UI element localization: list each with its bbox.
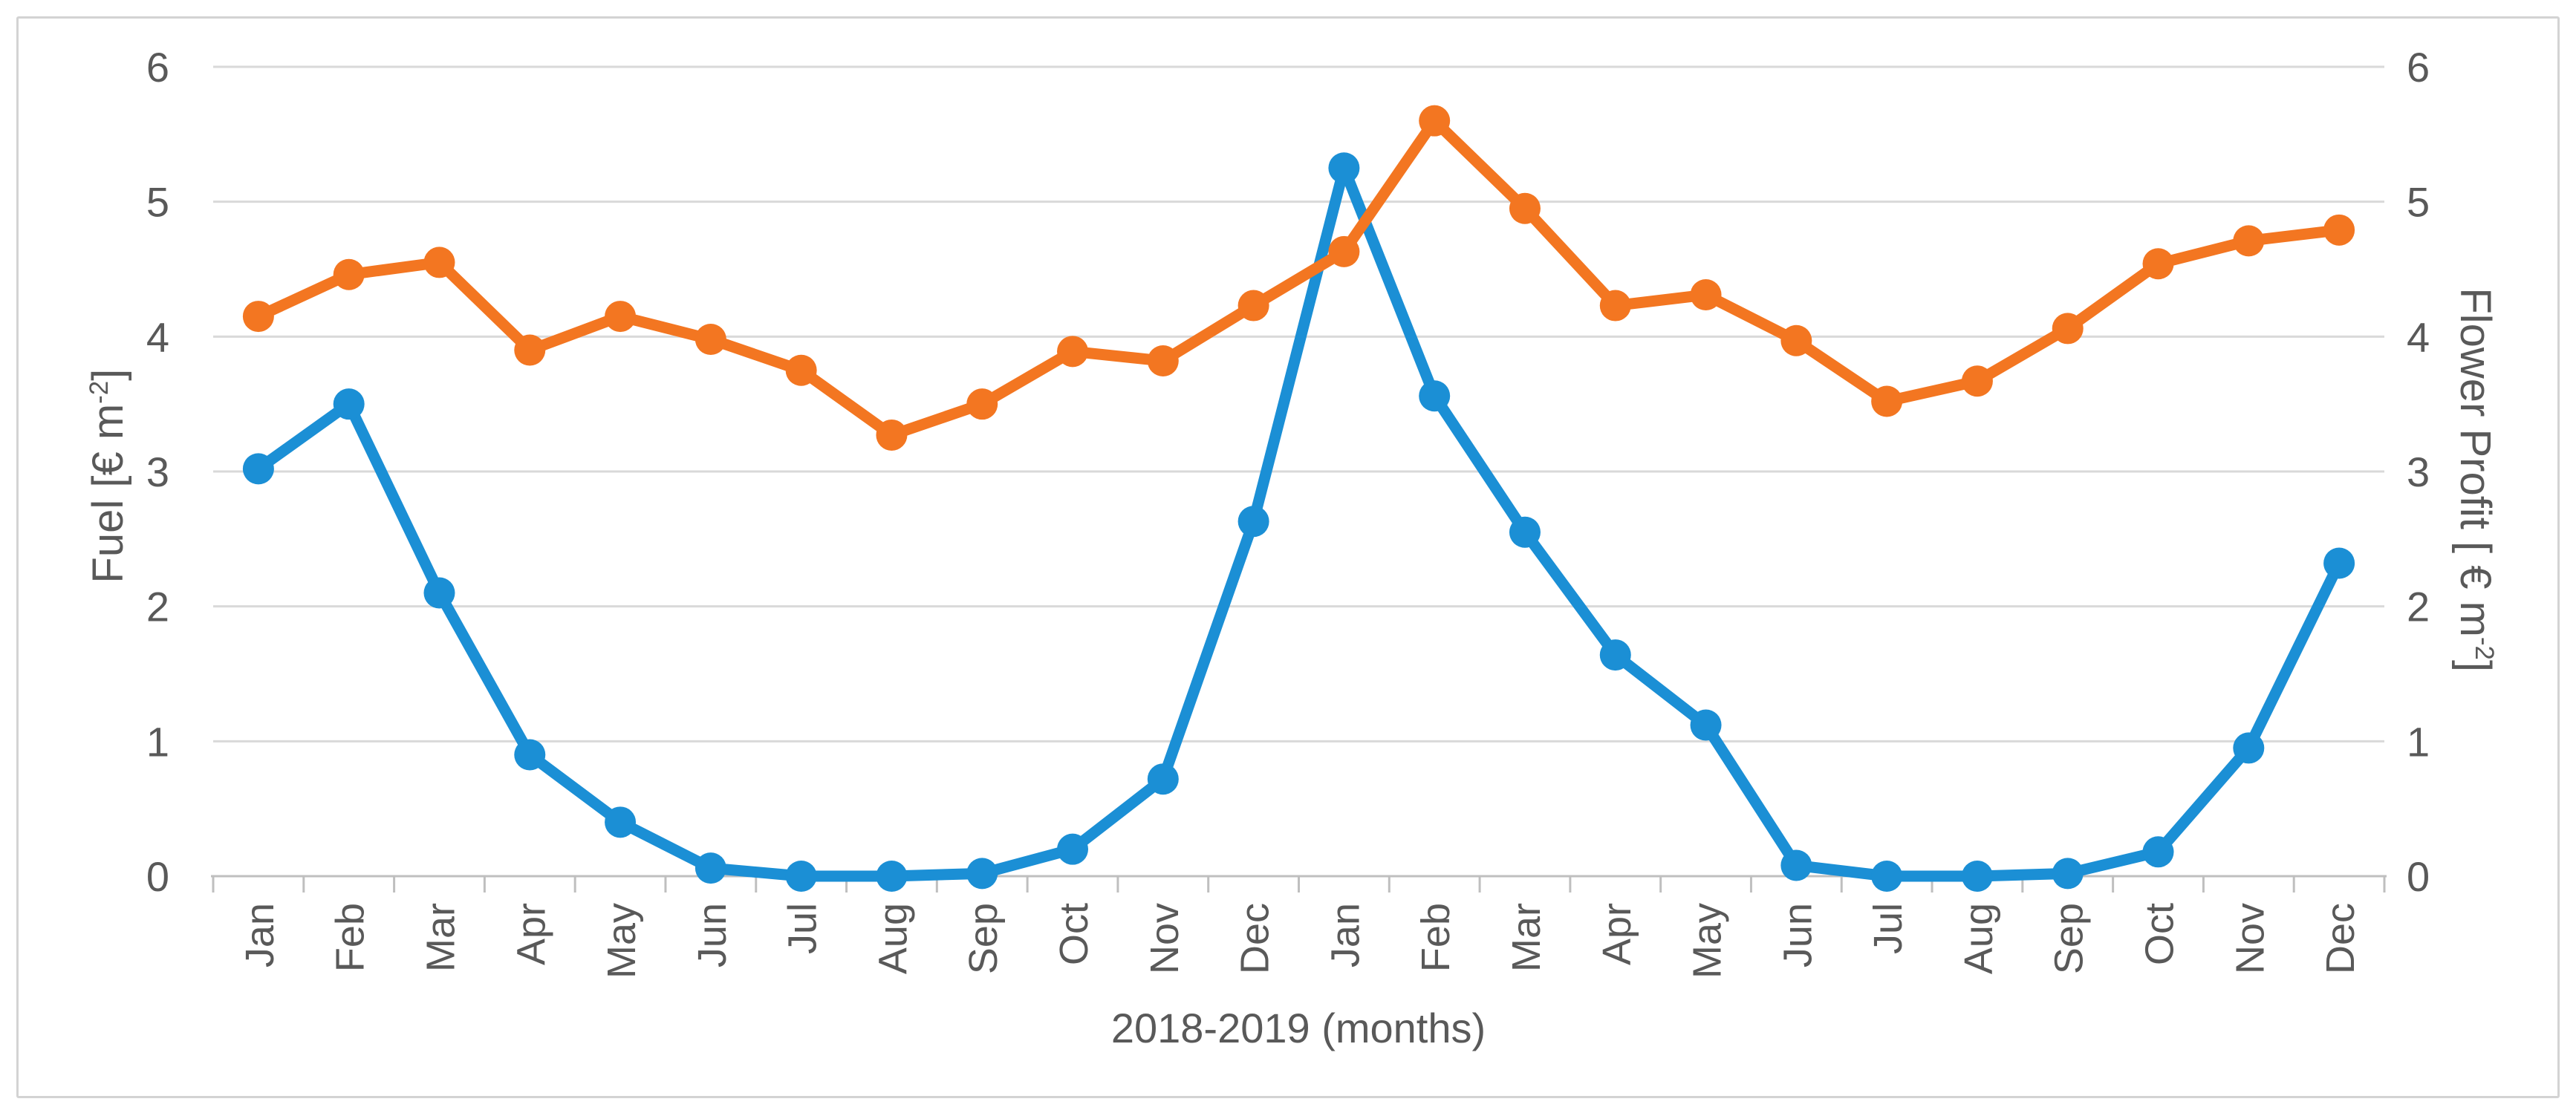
series-fuel-marker: [514, 739, 546, 771]
month-label: May: [1685, 903, 1730, 979]
month-label: Oct: [1052, 903, 1096, 965]
figure-frame: [16, 16, 2560, 1098]
series-flower-profit-marker: [2323, 214, 2355, 246]
series-flower-profit-marker: [1147, 345, 1179, 377]
right-axis-title-text: Flower Profit [ € m: [2450, 287, 2499, 637]
left-axis-title-sup: -2: [84, 380, 114, 404]
x-axis-title: 2018-2019 (months): [1110, 1005, 1486, 1051]
right-tick-label: 2: [2407, 584, 2430, 630]
series-flower-profit-marker: [1599, 290, 1631, 322]
series-fuel-marker: [695, 852, 726, 884]
series-fuel-marker: [966, 858, 998, 890]
series-fuel-marker: [423, 577, 455, 609]
series-fuel-marker: [1690, 709, 1722, 741]
month-label: Jun: [690, 903, 735, 967]
series-fuel-marker: [1419, 380, 1451, 412]
left-tick-label: 5: [146, 179, 169, 226]
series-fuel-marker: [1147, 763, 1179, 795]
left-tick-label: 6: [146, 44, 169, 91]
month-label: Mar: [418, 903, 463, 972]
series-flower-profit-marker: [1419, 105, 1451, 137]
series-fuel-marker: [605, 806, 637, 838]
right-tick-label: 3: [2407, 448, 2430, 495]
month-label: Apr: [509, 903, 553, 965]
month-label: Jan: [238, 903, 282, 967]
series-flower-profit-marker: [2052, 313, 2084, 345]
series-fuel-marker: [1961, 861, 1993, 892]
series-flower-profit-marker: [1057, 336, 1089, 368]
month-label: Jan: [1323, 903, 1367, 967]
right-axis-title-close: ]: [2450, 659, 2499, 672]
series-flower-profit-marker: [605, 301, 637, 333]
series-flower-profit-marker: [333, 258, 365, 290]
month-label: Oct: [2138, 903, 2182, 965]
series-flower-profit-marker: [876, 419, 908, 451]
series-fuel-marker: [1599, 639, 1631, 671]
series-fuel-marker: [876, 861, 908, 892]
month-label: Nov: [1142, 903, 1187, 974]
series-flower-profit-marker: [1961, 365, 1993, 397]
right-tick-label: 4: [2407, 313, 2430, 360]
month-label: May: [599, 903, 644, 979]
series-flower-profit-marker: [1780, 324, 1812, 356]
series-fuel-marker: [2323, 547, 2355, 579]
right-tick-label: 5: [2407, 179, 2430, 226]
series-flower-profit-marker: [966, 388, 998, 420]
left-tick-label: 1: [146, 718, 169, 765]
series-fuel-marker: [1237, 506, 1269, 538]
right-tick-label: 1: [2407, 718, 2430, 765]
series-fuel-marker: [1780, 849, 1812, 881]
series-fuel-marker: [1328, 152, 1360, 184]
left-tick-label: 3: [146, 448, 169, 495]
series-flower-profit-line: [253, 115, 2345, 441]
left-tick-label: 4: [146, 313, 169, 360]
series-flower-profit-marker: [514, 334, 546, 366]
left-axis-title-text: Fuel [€ m: [84, 403, 133, 584]
series-fuel-marker: [2052, 858, 2084, 890]
month-label: Sep: [961, 903, 1006, 974]
series-fuel-marker: [2233, 732, 2265, 764]
series-fuel-marker: [1057, 833, 1089, 865]
series-flower-profit-marker: [1328, 235, 1360, 267]
series-fuel-marker: [333, 388, 365, 420]
series-flower-profit-marker: [1871, 385, 1903, 417]
month-label: Feb: [328, 903, 373, 972]
series-fuel-marker: [242, 453, 274, 485]
right-axis-title-sup: -2: [2470, 636, 2499, 660]
left-axis-title-close: ]: [84, 368, 133, 381]
series-flower-profit-marker: [1509, 192, 1541, 224]
left-axis-title: Fuel [€ m-2]: [70, 216, 138, 736]
month-label: Nov: [2228, 903, 2272, 974]
month-label: Dec: [1233, 903, 1278, 974]
series-flower-profit-marker: [2142, 248, 2174, 280]
month-label: Jul: [781, 903, 825, 954]
month-label: Feb: [1414, 903, 1458, 972]
month-label: Jul: [1866, 903, 1910, 954]
month-label: Aug: [871, 903, 915, 974]
series-flower-profit-marker: [1237, 290, 1269, 322]
left-tick-label: 2: [146, 584, 169, 630]
series-fuel-marker: [1871, 861, 1903, 892]
series-flower-profit-marker: [1690, 279, 1722, 311]
series-fuel-marker: [1509, 516, 1541, 548]
right-tick-label: 0: [2407, 853, 2430, 900]
series-flower-profit-marker: [423, 247, 455, 278]
series-fuel-marker: [785, 861, 817, 892]
month-label: Jun: [1775, 903, 1820, 967]
month-label: Dec: [2318, 903, 2363, 974]
left-tick-label: 0: [146, 853, 169, 900]
month-label: Aug: [1957, 903, 2001, 974]
series-flower-profit-marker: [2233, 225, 2265, 257]
series-fuel-marker: [2142, 836, 2174, 868]
month-label: Sep: [2047, 903, 2092, 974]
right-axis-title: Flower Profit [ € m-2]: [2445, 146, 2514, 814]
month-label: Apr: [1595, 903, 1639, 965]
right-tick-label: 6: [2407, 44, 2430, 91]
series-flower-profit-marker: [242, 301, 274, 333]
month-label: Mar: [1504, 903, 1549, 972]
series-flower-profit-marker: [785, 354, 817, 386]
series-flower-profit-marker: [695, 323, 726, 355]
